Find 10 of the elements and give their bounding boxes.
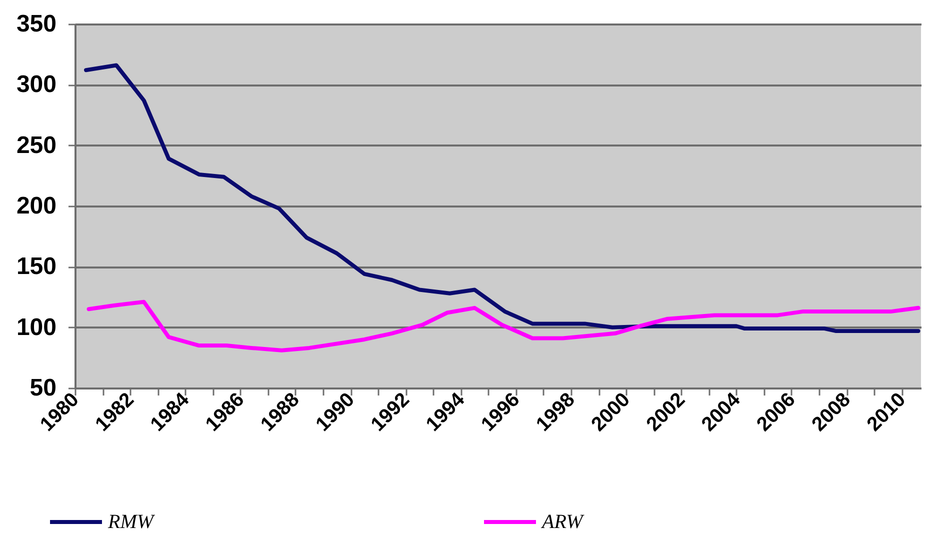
y-tick-label: 250 — [16, 132, 56, 159]
line-series — [84, 63, 920, 333]
line-series — [86, 300, 920, 352]
legend-label: ARW — [540, 511, 586, 533]
y-tick-label: 100 — [16, 314, 56, 341]
y-tick-label: 350 — [16, 10, 56, 38]
y-tick-label: 200 — [16, 192, 56, 220]
legend-label: RMW — [107, 511, 156, 533]
y-tick-label: 300 — [16, 71, 56, 98]
y-tick-label: 150 — [16, 253, 56, 280]
